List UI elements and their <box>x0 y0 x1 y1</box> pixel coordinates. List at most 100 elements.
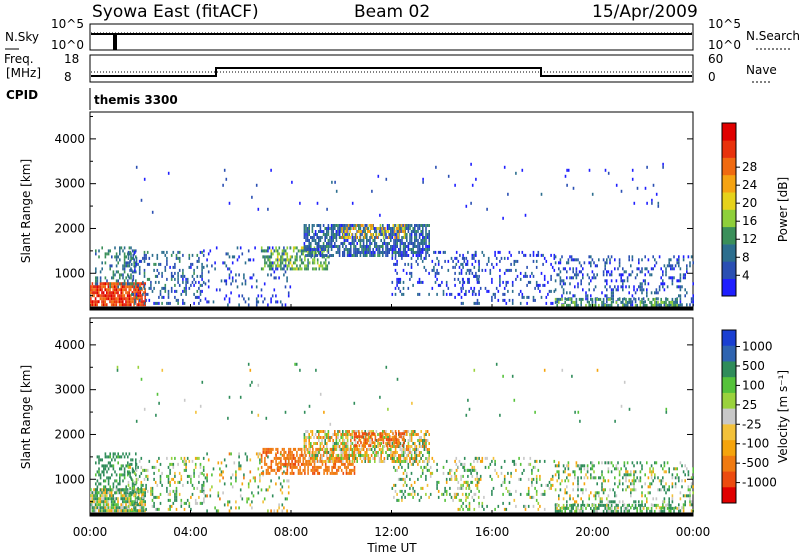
data-cell <box>369 439 371 442</box>
data-cell <box>334 242 336 245</box>
data-cell <box>415 245 418 248</box>
data-cell <box>378 442 381 445</box>
data-cell <box>423 445 426 448</box>
data-cell <box>324 448 326 451</box>
data-cell <box>362 245 365 248</box>
data-cell <box>394 251 397 254</box>
data-cell <box>652 267 654 271</box>
data-cell <box>96 485 99 489</box>
data-cell <box>353 457 355 460</box>
data-cell <box>515 489 517 493</box>
data-cell <box>380 457 382 460</box>
data-cell <box>425 239 427 242</box>
data-cell <box>228 300 231 304</box>
data-cell <box>337 436 339 439</box>
data-cell <box>663 282 666 286</box>
data-cell <box>519 277 522 281</box>
data-cell <box>231 485 234 489</box>
data-cell <box>665 270 667 274</box>
data-cell <box>111 264 113 268</box>
data-cell <box>347 236 350 239</box>
data-cell <box>132 489 135 493</box>
data-cell <box>606 288 608 292</box>
data-cell <box>143 256 146 260</box>
data-cell <box>394 451 397 454</box>
data-cell <box>140 486 143 490</box>
data-cell <box>392 432 394 436</box>
data-cell <box>354 248 357 251</box>
data-cell <box>375 451 378 454</box>
data-cell <box>414 448 416 451</box>
data-cell <box>153 504 155 508</box>
data-cell <box>127 264 129 268</box>
data-cell <box>335 448 338 451</box>
data-cell <box>122 273 124 277</box>
data-cell <box>537 501 540 505</box>
data-cell <box>109 509 111 513</box>
data-cell <box>367 454 370 457</box>
data-cell <box>104 455 107 459</box>
data-cell <box>318 236 320 239</box>
data-cell <box>217 491 220 495</box>
data-cell <box>315 447 317 451</box>
data-cell <box>311 236 314 239</box>
data-cell <box>93 488 95 492</box>
data-cell <box>429 474 432 478</box>
data-cell <box>686 264 688 268</box>
data-cell <box>607 171 610 175</box>
data-cell <box>98 300 100 304</box>
data-cell <box>398 445 400 448</box>
data-cell <box>459 486 461 490</box>
data-cell <box>230 482 232 486</box>
data-cell <box>141 303 143 307</box>
data-cell <box>572 276 574 280</box>
data-cell <box>426 430 429 433</box>
data-cell <box>198 495 200 499</box>
data-cell <box>604 261 606 265</box>
data-cell <box>120 494 122 498</box>
data-cell <box>318 433 320 436</box>
data-cell <box>631 177 634 181</box>
data-cell <box>473 256 475 260</box>
data-cell <box>227 503 229 507</box>
data-cell <box>115 479 118 483</box>
data-cell <box>238 303 240 307</box>
data-cell <box>109 455 111 459</box>
data-cell <box>334 442 336 445</box>
data-cell <box>461 486 464 490</box>
data-cell <box>236 258 239 262</box>
data-cell <box>219 479 221 483</box>
data-cell <box>231 279 234 283</box>
data-cell <box>607 303 610 307</box>
data-cell <box>510 253 512 257</box>
data-cell <box>286 246 289 250</box>
data-cell <box>386 242 389 245</box>
data-cell <box>254 246 256 250</box>
data-cell <box>161 286 163 290</box>
data-cell <box>324 451 326 454</box>
data-cell <box>353 254 355 257</box>
data-cell <box>532 495 535 499</box>
data-cell <box>674 485 677 489</box>
data-cell <box>670 276 672 280</box>
data-cell <box>582 288 584 292</box>
data-cell <box>326 456 329 460</box>
data-cell <box>532 274 535 278</box>
data-cell <box>395 441 397 445</box>
data-cell <box>106 279 108 283</box>
data-cell <box>556 303 558 307</box>
data-cell <box>283 450 285 454</box>
data-cell <box>131 285 134 289</box>
data-cell <box>267 455 269 459</box>
data-cell <box>310 460 312 463</box>
data-cell <box>302 261 305 265</box>
data-cell <box>342 433 344 436</box>
data-cell <box>477 480 480 484</box>
data-cell <box>315 468 317 472</box>
data-cell <box>674 303 677 307</box>
data-cell <box>343 451 346 454</box>
data-cell <box>316 442 318 445</box>
data-cell <box>289 246 292 250</box>
data-cell <box>362 436 365 439</box>
data-cell <box>300 258 303 262</box>
